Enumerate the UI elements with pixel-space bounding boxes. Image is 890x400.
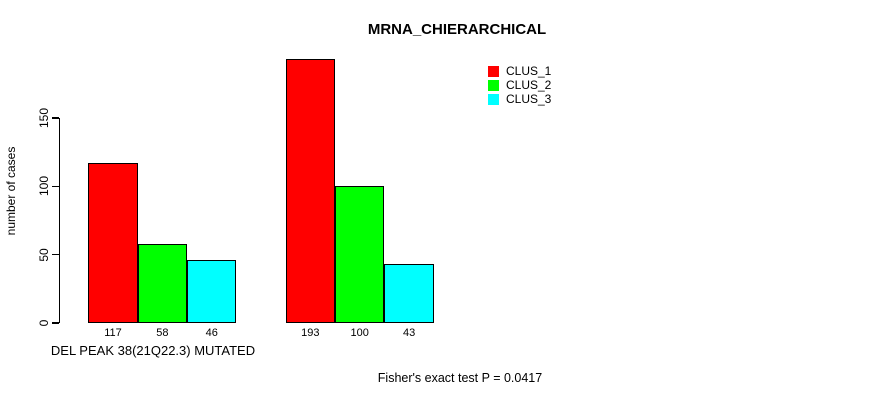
bar-value-label: 117: [104, 327, 122, 339]
bar-value-label: 43: [402, 327, 416, 339]
y-tick-label: 100: [37, 176, 51, 197]
y-tick-mark: [51, 253, 59, 256]
bar-value-label: 193: [301, 327, 320, 339]
bar-clus_2-group1: [137, 243, 188, 323]
legend-swatch-clus_3: [488, 93, 499, 105]
legend: CLUS_1 CLUS_2 CLUS_3: [488, 64, 551, 106]
legend-item-clus_3: CLUS_3: [488, 92, 551, 106]
legend-label: CLUS_2: [506, 78, 552, 92]
y-tick-mark: [51, 185, 59, 188]
y-tick-label: 50: [37, 247, 51, 262]
bar-clus_3-group2: [384, 264, 434, 323]
bar-value-label: 100: [350, 327, 369, 339]
y-axis-line: [58, 118, 60, 323]
chart-title: MRNA_CHIERARCHICAL: [367, 21, 547, 38]
y-axis-title: number of cases: [4, 146, 18, 236]
y-tick-label: 150: [37, 107, 51, 129]
bar-value-label: 46: [205, 327, 218, 339]
y-tick-mark: [51, 322, 59, 324]
legend-swatch-clus_2: [488, 79, 499, 91]
legend-item-clus_1: CLUS_1: [488, 64, 551, 78]
legend-label: CLUS_1: [506, 64, 552, 78]
legend-label: CLUS_3: [506, 92, 552, 106]
x-axis-group-label: DEL PEAK 38(21Q22.3) MUTATED: [50, 343, 256, 358]
legend-item-clus_2: CLUS_2: [488, 78, 551, 92]
y-tick-label: 0: [37, 319, 51, 327]
bar-value-label: 58: [156, 327, 169, 339]
bar-clus_1-group2: [285, 59, 335, 323]
legend-swatch-clus_1: [488, 65, 499, 77]
y-tick-mark: [51, 117, 59, 119]
bar-clus_3-group1: [187, 260, 237, 323]
bar-clus_2-group2: [335, 186, 385, 323]
bar-clus_1-group1: [88, 163, 138, 323]
fisher-test-note: Fisher's exact test P = 0.0417: [377, 371, 543, 385]
